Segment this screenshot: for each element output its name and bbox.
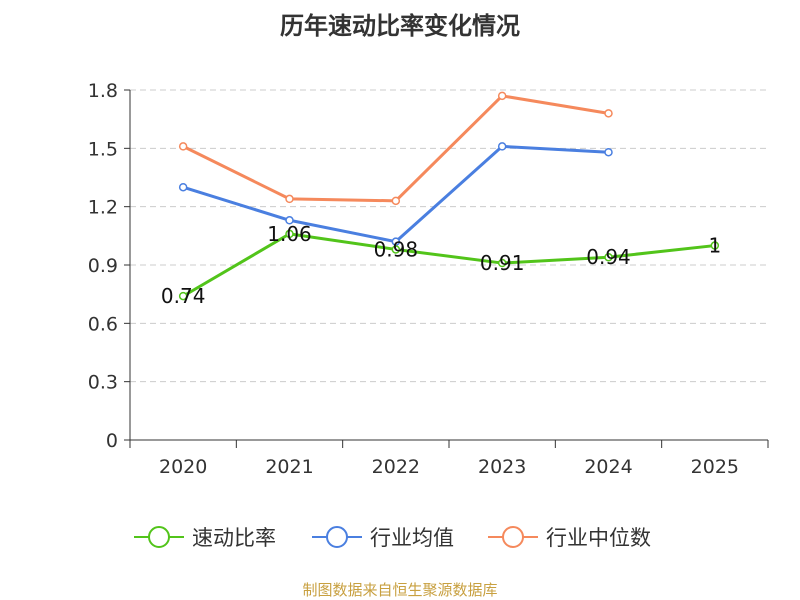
legend: 速动比率 行业均值 行业中位数 <box>134 526 651 550</box>
x-tick-label: 2020 <box>159 456 207 478</box>
y-tick-label: 1.5 <box>88 138 118 160</box>
data-label: 0.74 <box>161 284 206 308</box>
data-point <box>285 216 294 225</box>
data-point <box>497 258 507 268</box>
data-point <box>391 237 401 246</box>
y-tick-label: 1.2 <box>88 197 118 219</box>
data-label: 1 <box>708 234 721 258</box>
data-point <box>497 91 507 101</box>
legend-swatch-marker <box>148 526 170 548</box>
x-tick-label: 2023 <box>478 456 526 478</box>
data-point <box>604 109 613 118</box>
series-layer <box>178 91 720 301</box>
data-point <box>604 252 613 262</box>
x-tick-label: 2024 <box>584 456 632 478</box>
y-tick-label: 0.3 <box>88 372 118 394</box>
x-tick-label: 2021 <box>265 456 313 478</box>
data-point <box>178 182 188 192</box>
y-tick-label: 0.9 <box>88 255 118 277</box>
legend-label: 速动比率 <box>192 526 276 550</box>
data-label: 0.94 <box>586 245 631 269</box>
data-point <box>178 291 188 301</box>
legend-label: 行业中位数 <box>546 526 651 550</box>
x-tick-label: 2025 <box>691 456 739 478</box>
data-point <box>391 196 401 206</box>
y-tick-label: 0.6 <box>88 313 118 335</box>
series-line <box>182 232 715 298</box>
data-point <box>285 229 294 239</box>
data-point <box>604 147 613 157</box>
data-point <box>710 241 720 250</box>
grid-layer <box>130 89 768 383</box>
legend-label: 行业均值 <box>370 526 454 550</box>
data-point <box>497 142 507 151</box>
legend-swatch-marker <box>502 526 524 548</box>
data-point <box>285 194 294 204</box>
data-label: 0.98 <box>374 237 419 261</box>
source-note: 制图数据来自恒生聚源数据库 <box>302 581 498 599</box>
x-tick-label: 2022 <box>372 456 420 478</box>
data-point <box>391 245 401 254</box>
y-tick-label: 0 <box>106 430 118 452</box>
chart-title: 历年速动比率变化情况 <box>280 12 520 40</box>
legend-swatch-marker <box>326 526 348 548</box>
series-line <box>182 144 609 244</box>
data-label: 0.91 <box>480 251 525 275</box>
data-label-layer: 0.74 1.06 0.98 0.91 0.94 1 <box>161 222 721 308</box>
y-tick-label: 1.8 <box>88 80 118 102</box>
data-label: 1.06 <box>267 222 312 246</box>
data-point <box>178 142 188 151</box>
axis-layer: 0 0.3 0.6 0.9 1.2 1.5 1.8 2020 2021 2022 2023 2024 2… <box>88 80 769 478</box>
